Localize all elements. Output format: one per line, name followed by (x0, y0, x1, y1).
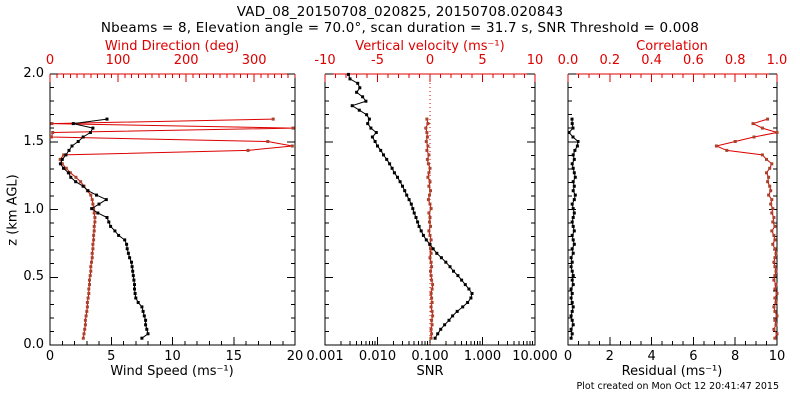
tick-label: -5 (371, 53, 384, 68)
tick-label: 0.5 (23, 269, 44, 285)
axis-title-residual: Residual (ms⁻¹) (621, 364, 723, 379)
tick-label: 100 (105, 53, 131, 68)
tick-label: 200 (173, 53, 199, 68)
axis-title-correlation: Correlation (636, 39, 708, 54)
panel-snr-vertical-velocity (324, 73, 536, 346)
tick-label: 0.0 (557, 53, 579, 68)
tick-label: 6 (689, 349, 698, 364)
tick-label: 2 (605, 349, 614, 364)
creation-timestamp: Plot created on Mon Oct 12 20:41:47 2015 (576, 381, 779, 392)
tick-label: 20 (286, 349, 304, 364)
tick-label: 2.0 (23, 66, 44, 81)
series-residual (567, 117, 580, 340)
tick-label: 0 (45, 349, 55, 364)
series-snr (347, 72, 474, 340)
tick-label: 300 (241, 53, 267, 68)
y-ticks (325, 73, 535, 346)
axis-title-vertical-velocity: Vertical velocity (ms⁻¹) (355, 39, 505, 54)
panel-wind (49, 73, 296, 346)
x-ticks-bottom (49, 337, 296, 345)
tick-label: -10 (314, 53, 336, 68)
tick-label: 1.5 (23, 133, 44, 149)
panel-border (49, 74, 296, 346)
axis-title-snr: SNR (416, 364, 444, 379)
tick-label: 0 (425, 53, 435, 68)
x-ticks-top (567, 74, 778, 82)
tick-label: 10 (526, 53, 544, 68)
tick-label: 0.4 (641, 53, 662, 68)
tick-label: 0.001 (306, 349, 344, 364)
tick-label: 1.0 (766, 53, 788, 68)
plot-title: VAD_08_20150708_020825, 20150708.020843 (236, 4, 564, 20)
tick-label: 0 (563, 349, 573, 364)
series-vertical-velocity (424, 117, 435, 340)
tick-label: 10 (768, 349, 786, 364)
tick-label: 0.8 (724, 53, 746, 68)
tick-label: 0.0 (23, 337, 44, 352)
tick-label: 0.100 (411, 349, 449, 364)
series-correlation (714, 117, 779, 340)
tick-label: 4 (647, 349, 656, 364)
y-ticks (50, 73, 295, 346)
x-ticks-top (49, 74, 296, 82)
correlation-line (714, 118, 778, 339)
tick-label: 15 (225, 349, 243, 364)
plot-subtitle: Nbeams = 8, Elevation angle = 70.0°, sca… (100, 20, 700, 36)
tick-label: 0.6 (683, 53, 704, 68)
x-ticks-top (324, 74, 536, 82)
y-ticks (568, 73, 777, 346)
residual-line (568, 119, 579, 339)
tick-label: 5 (478, 53, 487, 68)
wind-direction-line (50, 118, 294, 339)
panel-residual-correlation (567, 73, 778, 346)
tick-label: 0 (45, 53, 55, 68)
vertical-velocity-line (425, 118, 434, 339)
series-wind-speed (58, 117, 150, 340)
tick-label: 0.010 (358, 349, 397, 364)
tick-label: 10 (164, 349, 181, 364)
x-ticks-bottom (567, 337, 778, 345)
tick-label: 10.000 (512, 349, 558, 364)
wind-speed-line (59, 118, 149, 339)
tick-label: 0.2 (599, 53, 621, 68)
tick-label: 8 (731, 349, 740, 364)
axis-title-wind-speed: Wind Speed (ms⁻¹) (110, 364, 234, 379)
panel-border (567, 74, 778, 346)
series-wind-direction (49, 117, 295, 340)
tick-label: 1.0 (23, 201, 44, 217)
tick-label: 5 (107, 349, 116, 364)
axis-title-wind-direction: Wind Direction (deg) (104, 39, 240, 54)
tick-label: 1.000 (463, 349, 502, 364)
